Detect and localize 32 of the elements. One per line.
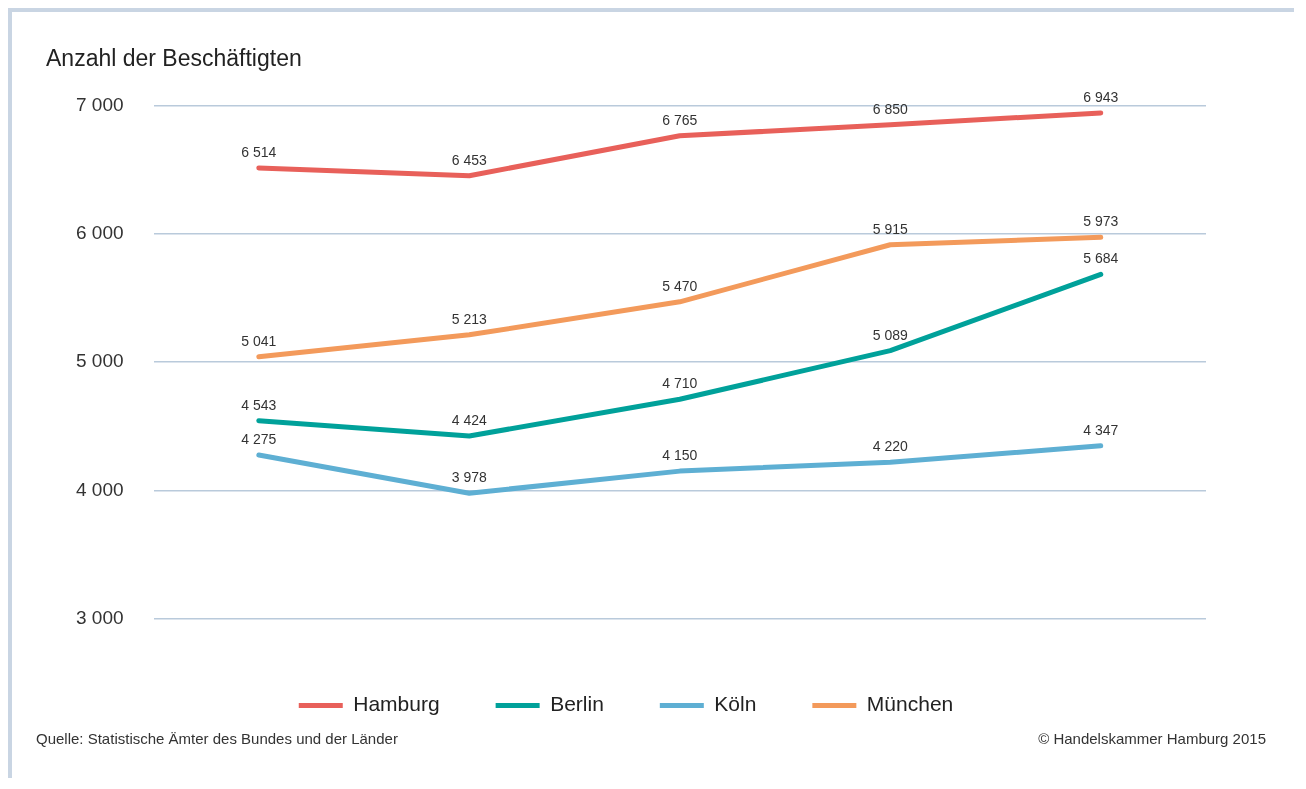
data-label: 4 710 xyxy=(662,375,698,392)
data-label: 4 347 xyxy=(1083,421,1119,438)
text: © Handelskammer Hamburg 2015 xyxy=(1038,730,1266,747)
data-label: 6 943 xyxy=(1083,88,1119,105)
data-label: 5 089 xyxy=(872,326,908,343)
legend-label: Berlin xyxy=(550,692,604,716)
y-tick-label: 7 000 xyxy=(76,93,124,115)
data-label: 4 543 xyxy=(241,396,277,413)
legend-label: Hamburg xyxy=(353,692,440,716)
data-label: 4 424 xyxy=(451,411,488,428)
data-label: 5 213 xyxy=(451,310,488,327)
data-label: 5 915 xyxy=(872,220,908,237)
data-label: 4 220 xyxy=(872,437,908,454)
data-label: 5 470 xyxy=(662,277,698,294)
legend-label: Köln xyxy=(714,692,757,716)
data-label: 6 514 xyxy=(241,143,277,160)
y-tick-label: 6 000 xyxy=(76,222,124,244)
y-tick-label: 4 000 xyxy=(76,478,124,500)
data-label: 5 041 xyxy=(241,332,277,349)
data-label: 6 765 xyxy=(662,111,698,128)
data-label: 5 973 xyxy=(1083,213,1119,230)
data-label: 5 684 xyxy=(1083,250,1119,267)
y-tick-label: 3 000 xyxy=(76,606,124,628)
data-label: 4 275 xyxy=(241,430,277,447)
y-tick-label: 5 000 xyxy=(76,350,124,372)
data-label: 6 453 xyxy=(451,151,488,168)
data-label: 6 850 xyxy=(872,100,908,117)
data-label: 4 150 xyxy=(662,446,698,463)
data-label: 3 978 xyxy=(451,469,488,486)
legend-label: München xyxy=(866,692,954,716)
source-note: Quelle: Statistische Ämter des Bundes und der Länder xyxy=(36,730,398,747)
chart-title: Anzahl der Beschäftigten xyxy=(46,45,302,72)
